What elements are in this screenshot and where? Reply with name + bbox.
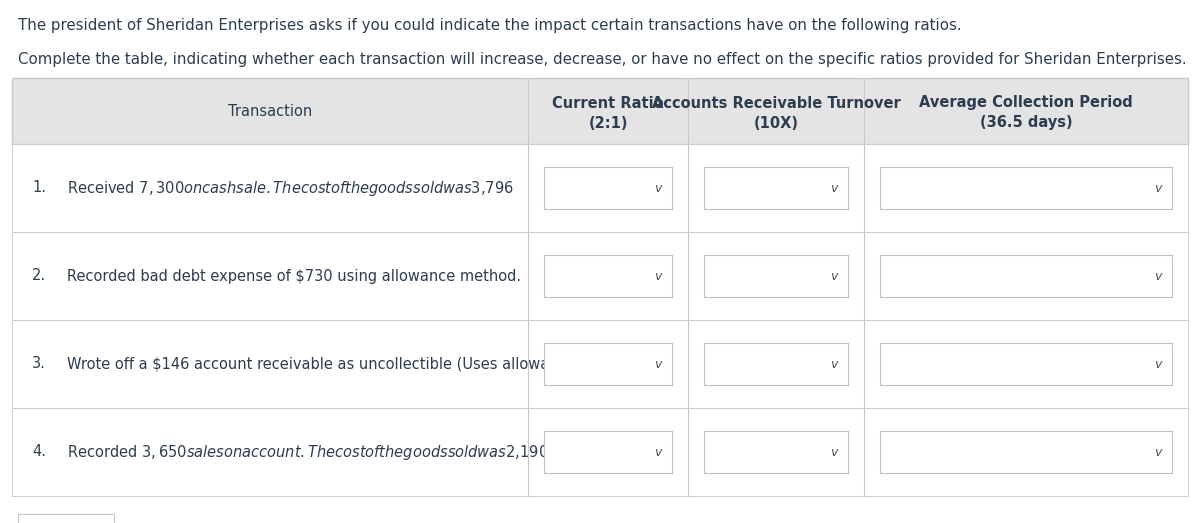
Bar: [18, 514, 114, 523]
Text: Current Ratio: Current Ratio: [552, 96, 664, 110]
Text: 4.: 4.: [32, 445, 46, 460]
Bar: [880, 343, 1172, 385]
Bar: [12, 232, 1188, 320]
Text: v: v: [654, 446, 661, 459]
Bar: [704, 167, 848, 209]
Text: Wrote off a $146 account receivable as uncollectible (Uses allowance method.): Wrote off a $146 account receivable as u…: [67, 357, 647, 371]
Text: v: v: [830, 181, 838, 195]
Bar: [12, 144, 1188, 232]
Text: Complete the table, indicating whether each transaction will increase, decrease,: Complete the table, indicating whether e…: [18, 52, 1187, 67]
Text: (36.5 days): (36.5 days): [979, 116, 1073, 131]
Text: v: v: [1154, 269, 1162, 282]
Text: v: v: [1154, 358, 1162, 370]
Text: 1.: 1.: [32, 180, 46, 196]
Text: The president of Sheridan Enterprises asks if you could indicate the impact cert: The president of Sheridan Enterprises as…: [18, 18, 961, 33]
Text: (10X): (10X): [754, 116, 798, 131]
Bar: [544, 431, 672, 473]
Text: v: v: [654, 181, 661, 195]
Text: v: v: [1154, 446, 1162, 459]
Bar: [880, 431, 1172, 473]
Bar: [704, 431, 848, 473]
Text: Recorded bad debt expense of $730 using allowance method.: Recorded bad debt expense of $730 using …: [67, 268, 521, 283]
Text: Received $7,300 on cash sale. The cost of the goods sold was $3,796: Received $7,300 on cash sale. The cost o…: [67, 178, 514, 198]
Text: v: v: [830, 358, 838, 370]
Bar: [12, 78, 1188, 144]
Text: 2.: 2.: [32, 268, 46, 283]
Text: v: v: [654, 358, 661, 370]
Text: v: v: [830, 269, 838, 282]
Text: v: v: [1154, 181, 1162, 195]
Bar: [544, 343, 672, 385]
Text: Accounts Receivable Turnover: Accounts Receivable Turnover: [652, 96, 900, 110]
Text: v: v: [654, 269, 661, 282]
Bar: [704, 255, 848, 297]
Bar: [544, 255, 672, 297]
Bar: [12, 408, 1188, 496]
Text: Average Collection Period: Average Collection Period: [919, 96, 1133, 110]
Bar: [704, 343, 848, 385]
Text: (2:1): (2:1): [588, 116, 628, 131]
Bar: [12, 320, 1188, 408]
Text: 3.: 3.: [32, 357, 46, 371]
Bar: [880, 255, 1172, 297]
Text: Recorded $3,650 sales on account. The cost of the goods sold was $2,190.: Recorded $3,650 sales on account. The co…: [67, 442, 552, 461]
Text: v: v: [830, 446, 838, 459]
Bar: [880, 167, 1172, 209]
Bar: [544, 167, 672, 209]
Text: Transaction: Transaction: [228, 104, 312, 119]
